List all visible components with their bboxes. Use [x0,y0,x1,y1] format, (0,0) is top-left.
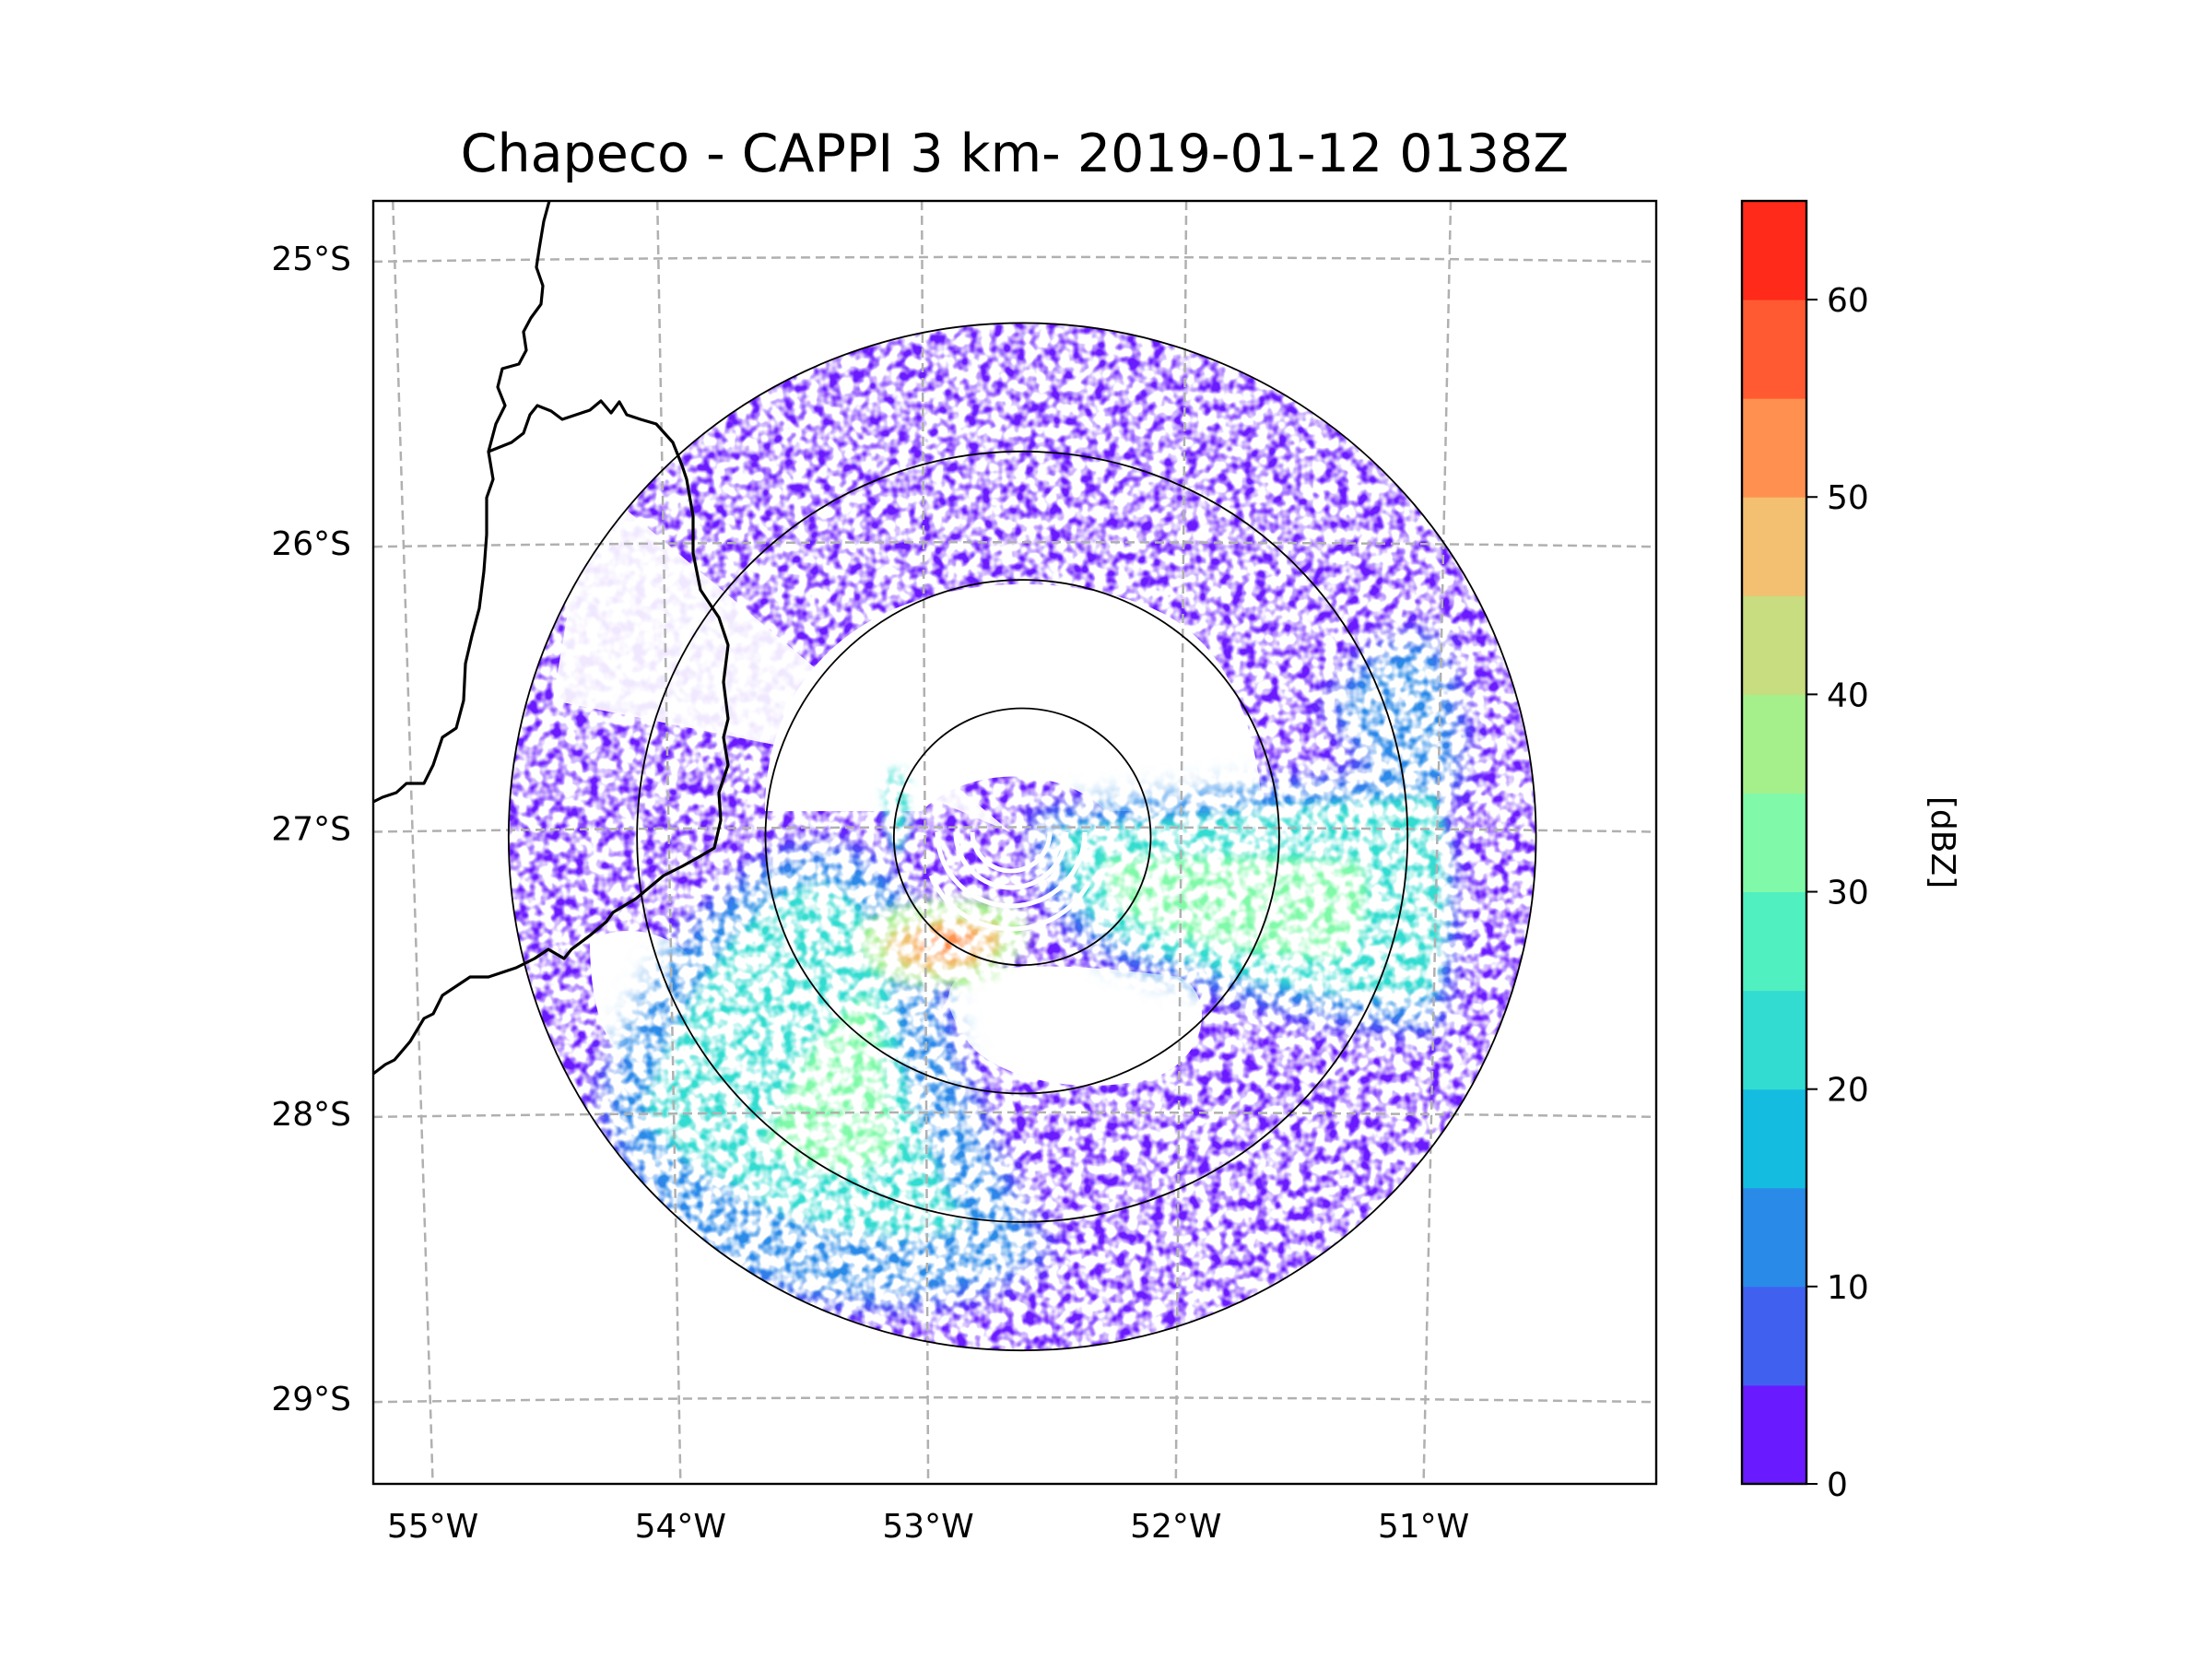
y-tick-label: 26°S [271,525,351,563]
graticule [373,201,1656,1484]
echo-speckle [508,323,1536,1351]
colorbar-tick-label: 20 [1827,1072,1869,1110]
parallel-28 [373,1111,1656,1119]
colorbar-bin [1742,1088,1806,1189]
y-axis-ticks: 25°S 26°S 27°S 28°S 29°S [271,241,351,1418]
colorbar-bin [1742,891,1806,992]
x-tick-label: 51°W [1378,1508,1469,1546]
range-ring-100km [764,579,1280,1095]
colorbar-bin [1742,595,1806,695]
range-ring-50km [892,707,1152,967]
colorbar-tick-label: 60 [1827,282,1869,320]
colorbar: 0 10 20 30 40 50 60 [1742,201,1869,1504]
colorbar-bin [1742,300,1806,399]
chart-title: Chapeco - CAPPI 3 km- 2019-01-12 0138Z [461,124,1570,184]
colorbar-bin [1742,990,1806,1090]
map-panel [373,201,1656,1484]
colorbar-bin [1742,1286,1806,1386]
colorbar-bin [1742,201,1806,300]
clutter-arc-1 [935,831,1088,909]
x-tick-label: 52°W [1130,1508,1221,1546]
meridian-52 [1174,201,1188,1484]
x-tick-label: 55°W [387,1508,478,1546]
meridian-53 [920,201,930,1484]
radar-reflectivity-field [508,323,1536,1351]
x-axis-ticks: 55°W 54°W 53°W 52°W 51°W [387,1508,1469,1546]
parallel-27 [373,826,1656,833]
clutter-arc-3 [970,831,1053,874]
meridian-54 [655,201,682,1484]
x-tick-label: 53°W [882,1508,973,1546]
range-ring-150km [636,450,1409,1223]
colorbar-bin [1742,497,1806,596]
colorbar-bin [1742,398,1806,498]
colorbar-bin [1742,1384,1806,1485]
x-tick-label: 54°W [635,1508,726,1546]
colorbar-tick-label: 50 [1827,479,1869,517]
colorbar-tick-label: 40 [1827,677,1869,714]
y-tick-label: 27°S [271,811,351,849]
colorbar-label: [dBZ] [1924,796,1961,888]
y-tick-label: 28°S [271,1096,351,1134]
parallel-26 [373,540,1656,548]
meridian-51 [1422,201,1453,1484]
clutter-arc-2 [953,831,1069,890]
clutter-arc-4 [928,875,1090,932]
border-line-east [373,399,730,1076]
range-ring-200km [507,322,1537,1352]
colorbar-frame [1740,199,1808,1486]
colorbar-tick-label: 30 [1827,875,1869,912]
parallel-25 [373,255,1656,264]
colorbar-bin [1742,793,1806,893]
y-tick-label: 25°S [271,241,351,278]
border-line-west [373,201,551,804]
colorbar-bin [1742,694,1806,794]
map-frame [371,199,1658,1486]
parallel-29 [373,1395,1656,1404]
colorbar-bin [1742,1187,1806,1288]
near-radar-clutter-rings [928,831,1090,932]
meridian-55 [392,201,434,1484]
range-rings [507,322,1537,1352]
colorbar-tick-label: 0 [1827,1466,1848,1504]
y-tick-label: 29°S [271,1381,351,1418]
colorbar-tick-label: 10 [1827,1269,1869,1307]
state-borders [373,201,730,1076]
